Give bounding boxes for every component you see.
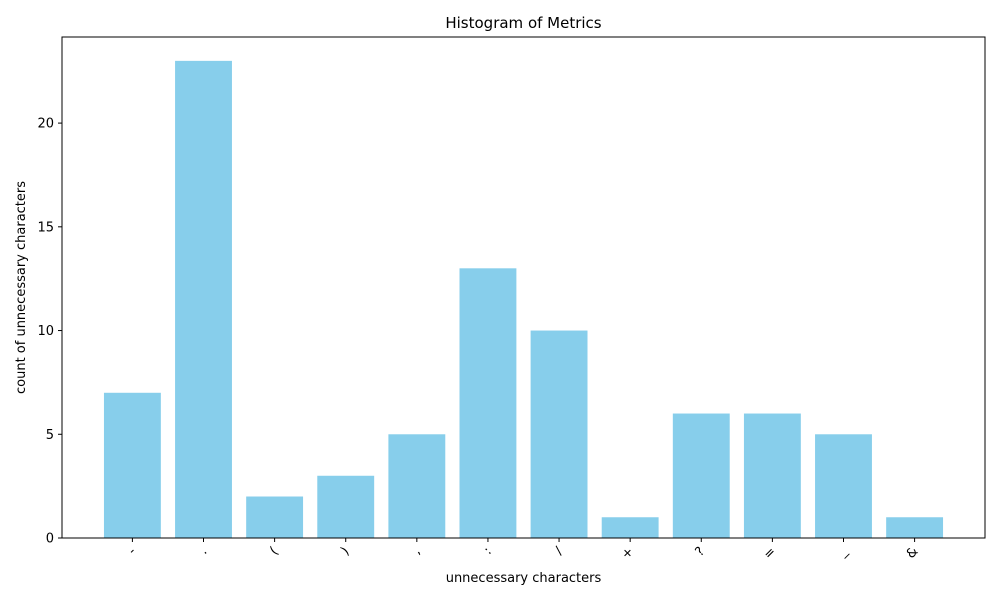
y-tick-label: 5 — [46, 428, 54, 443]
bar-6 — [530, 330, 588, 538]
y-axis-label: count of unnecessary characters — [14, 181, 29, 394]
y-tick-label: 0 — [46, 532, 54, 547]
x-tick-label: - — [125, 544, 139, 558]
bar-9 — [743, 413, 801, 538]
x-tick-label: _ — [834, 544, 850, 560]
x-tick-label: , — [410, 544, 424, 558]
bars-group — [103, 60, 944, 538]
x-tick-label: ( — [267, 544, 281, 558]
y-tick-label: 20 — [37, 117, 54, 132]
plot-frame — [61, 36, 986, 539]
x-tick-label: ) — [338, 544, 352, 558]
x-tick-label: : — [481, 544, 495, 558]
chart-title: Histogram of Metrics — [445, 14, 601, 32]
x-tick-label: ? — [693, 544, 708, 559]
x-tick-label: = — [761, 544, 779, 562]
y-tick-label: 15 — [37, 220, 54, 235]
y-axis-ticks: 0 5 10 15 20 — [37, 117, 62, 547]
x-tick-label: & — [904, 544, 922, 562]
bar-1 — [175, 60, 232, 538]
bar-2 — [246, 496, 304, 538]
bar-10 — [815, 434, 872, 538]
x-axis-ticks: -. (),: / +? = _ & — [125, 538, 921, 563]
x-tick-label: . — [197, 544, 211, 558]
x-tick-label: / — [552, 544, 566, 558]
bar-4 — [388, 434, 446, 538]
bar-3 — [317, 475, 375, 538]
bar-8 — [672, 413, 730, 538]
bar-5 — [459, 268, 517, 538]
bar-11 — [886, 517, 944, 538]
x-tick-label: + — [619, 544, 637, 562]
bar-0 — [103, 392, 161, 538]
bar-7 — [601, 517, 659, 538]
y-tick-label: 10 — [37, 324, 54, 339]
x-axis-label: unnecessary characters — [446, 571, 602, 586]
